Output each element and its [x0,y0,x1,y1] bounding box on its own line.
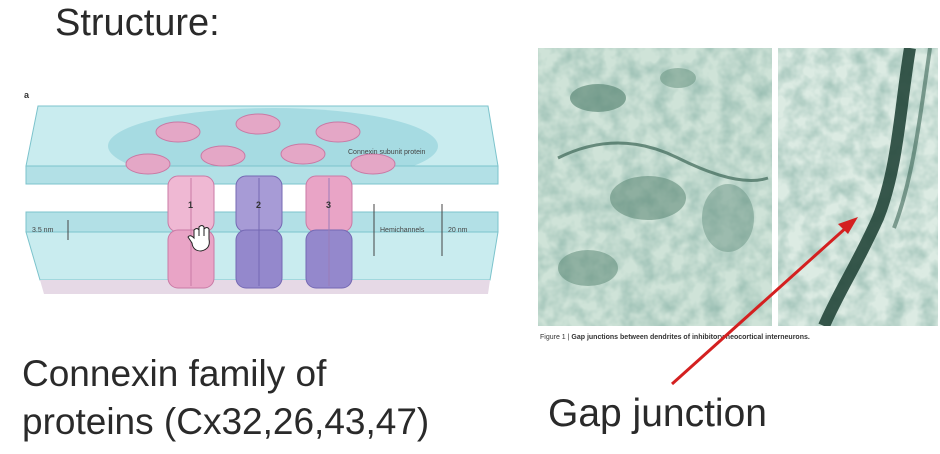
hemichannels-label: Hemichannels [380,227,425,234]
channel-3 [305,175,353,289]
panel-letter: a [24,90,30,100]
channel-2 [235,175,283,289]
connexin-caption-line-2: proteins (Cx32,26,43,47) [22,401,430,442]
height-label: 20 nm [448,227,468,234]
channel-number-1: 1 [188,200,193,210]
figure-label: Figure 1 | [540,334,570,341]
gap-width-label: 3.5 nm [32,227,54,234]
gap-junction-diagram: Connexin subunit protein a 1 2 3 3.5 nm … [24,90,499,294]
figure-title: Gap junctions between dendrites of inhib… [571,334,810,341]
electron-micrograph [538,48,938,326]
channel-number-2: 2 [256,200,261,210]
connexin-caption-line-1: Connexin family of [22,353,327,394]
figure-caption: Figure 1 | Gap junctions between dendrit… [540,334,810,341]
channel-number-3: 3 [326,200,331,210]
hand-cursor-icon [187,225,210,252]
connexin-caption: Connexin family of proteins (Cx32,26,43,… [22,350,429,446]
slide-heading: Structure: [55,2,220,44]
gap-junction-label: Gap junction [548,392,767,435]
subunit-label: Connexin subunit protein [348,149,426,156]
